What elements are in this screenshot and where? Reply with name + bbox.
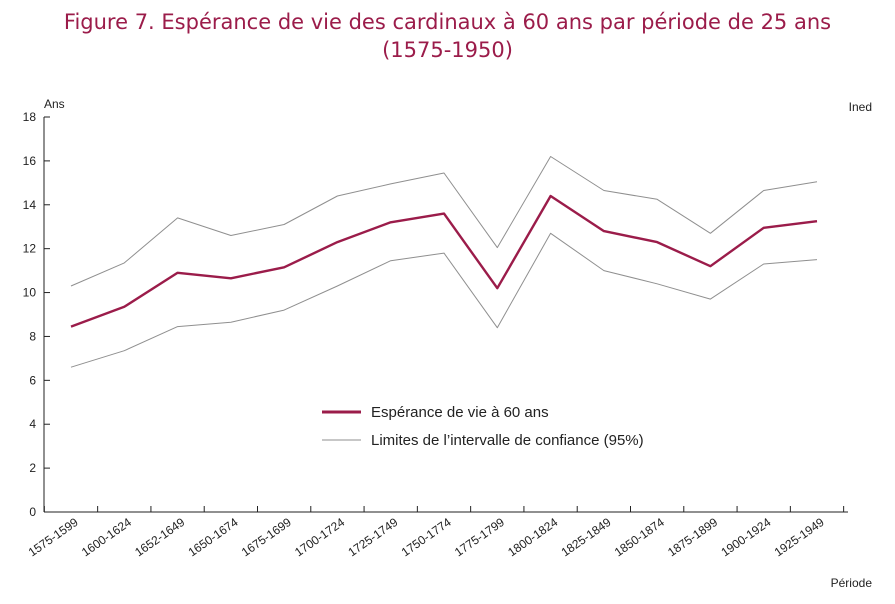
- chart-title: Figure 7. Espérance de vie des cardinaux…: [0, 8, 895, 64]
- y-tick-label: 14: [23, 198, 37, 212]
- legend-label-expectancy: Espérance de vie à 60 ans: [371, 404, 549, 421]
- x-axis-ticks: 1575-15991600-16241652-16491650-16741675…: [26, 506, 845, 560]
- chart-title-line-2: (1575-1950): [382, 38, 513, 62]
- x-tick-label: 1800-1824: [505, 515, 560, 560]
- series-line-upper-confidence-limit: [70, 156, 818, 287]
- x-tick-label: 1900-1924: [718, 515, 773, 560]
- x-tick-label: 1575-1599: [26, 515, 81, 560]
- legend-label-confidence: Limites de l’intervalle de confiance (95…: [371, 432, 644, 449]
- x-tick-label: 1700-1724: [292, 515, 347, 560]
- series-lines: [70, 156, 818, 368]
- x-axis-label: Période: [831, 576, 873, 590]
- x-tick-label: 1652-1649: [132, 515, 187, 560]
- y-tick-label: 8: [29, 329, 36, 343]
- y-tick-label: 18: [23, 110, 37, 124]
- x-tick-label: 1675-1699: [239, 515, 294, 560]
- x-tick-label: 1850-1874: [612, 515, 667, 560]
- y-tick-label: 16: [23, 154, 37, 168]
- legend: Espérance de vie à 60 ans Limites de l’i…: [322, 404, 644, 449]
- x-tick-label: 1925-1949: [772, 515, 827, 560]
- chart-title-line-1: Figure 7. Espérance de vie des cardinaux…: [63, 10, 832, 34]
- y-tick-label: 6: [29, 373, 36, 387]
- x-tick-label: 1650-1674: [186, 515, 241, 560]
- y-tick-label: 2: [29, 461, 36, 475]
- y-tick-label: 0: [29, 505, 36, 519]
- y-axis-ticks: 0 2 4 6 8 10 12 14 16 18: [23, 110, 50, 519]
- x-tick-label: 1775-1799: [452, 515, 507, 560]
- x-tick-label: 1750-1774: [399, 515, 454, 560]
- series-line-lower-confidence-limit: [70, 232, 818, 368]
- x-tick-label: 1725-1749: [345, 515, 400, 560]
- y-tick-label: 4: [29, 417, 36, 431]
- source-label: Ined: [849, 100, 872, 114]
- x-tick-label: 1825-1849: [559, 515, 614, 560]
- y-tick-label: 10: [23, 286, 37, 300]
- y-axis-label: Ans: [44, 97, 65, 111]
- series-line-life-expectancy: [70, 194, 818, 328]
- x-tick-label: 1875-1899: [665, 515, 720, 560]
- y-tick-label: 12: [23, 242, 37, 256]
- x-tick-label: 1600-1624: [79, 515, 134, 560]
